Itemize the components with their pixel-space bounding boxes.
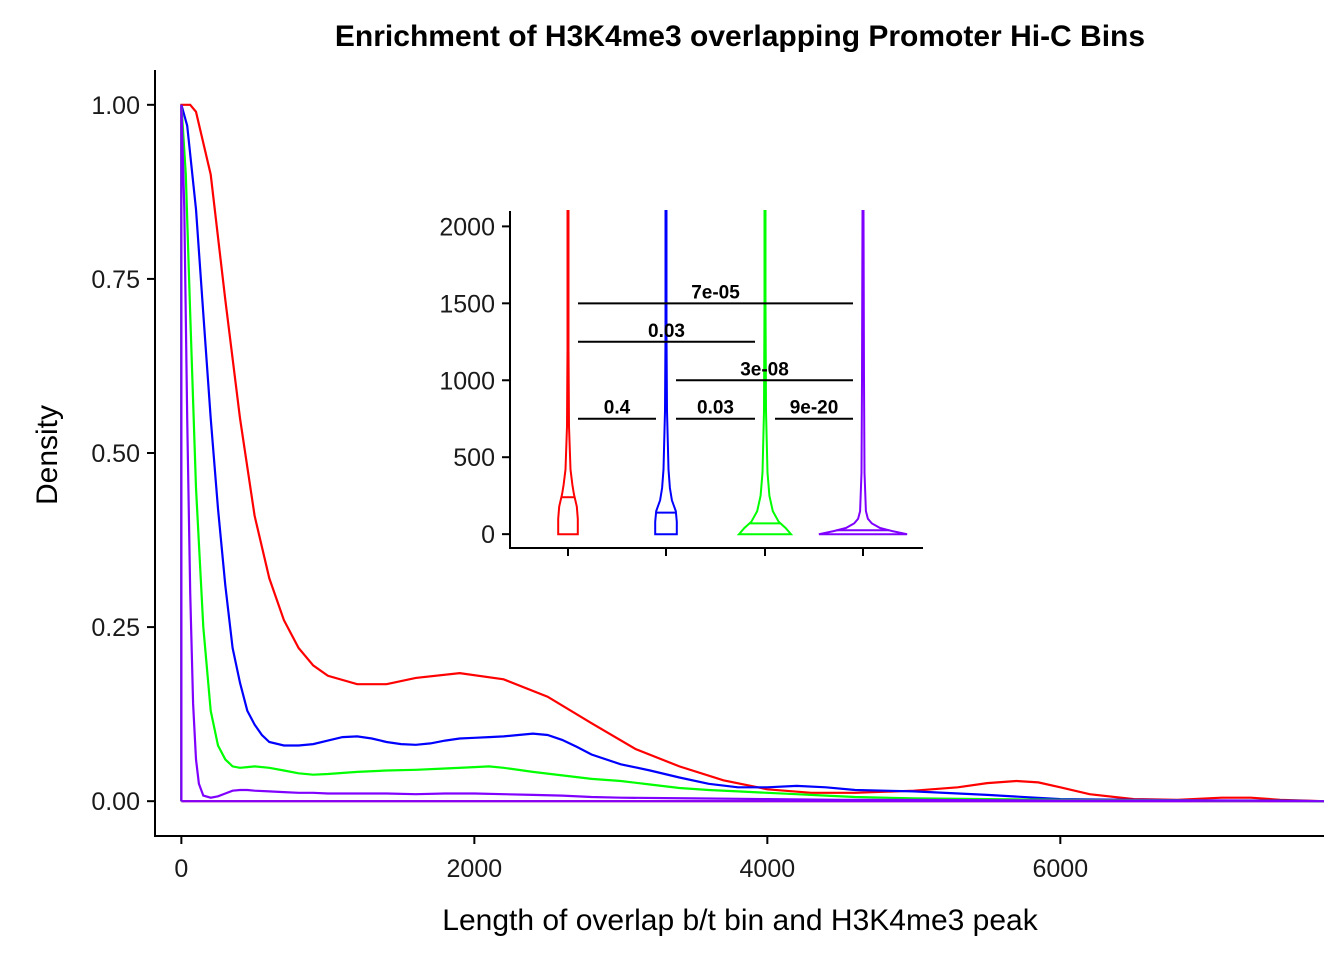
- y-axis-ticks: 0.00 0.25 0.50 0.75 1.00: [91, 92, 155, 816]
- y-tick-label: 0.50: [91, 440, 140, 468]
- inset-y-tick-label: 0: [481, 521, 495, 549]
- violin-4: [818, 210, 908, 536]
- y-tick-label: 0.75: [91, 266, 140, 294]
- inset-y-axis-ticks: 0 500 1000 1500 2000: [439, 213, 510, 549]
- p-value-label: 0.03: [697, 398, 734, 419]
- p-value-label: 0.03: [648, 321, 685, 342]
- p-value-label: 7e-05: [691, 282, 740, 303]
- violin-1: [557, 210, 579, 536]
- x-axis-title: Length of overlap b/t bin and H3K4me3 pe…: [442, 904, 1038, 937]
- p-value-label: 3e-08: [740, 359, 789, 380]
- density-curve-1: [180, 103, 1325, 803]
- density-curve-3: [180, 104, 1325, 803]
- density-curve-2: [180, 104, 1325, 803]
- violins: [557, 210, 908, 536]
- inset-y-tick-label: 2000: [439, 213, 495, 241]
- chart-title: Enrichment of H3K4me3 overlapping Promot…: [335, 20, 1145, 53]
- inset-x-axis-ticks: [567, 548, 864, 556]
- inset-y-tick-label: 1500: [439, 290, 495, 318]
- inset-y-tick-label: 1000: [439, 367, 495, 395]
- x-axis-ticks: 0 2000 4000 6000: [174, 836, 1088, 883]
- main-plot: 0.00 0.25 0.50 0.75 1.00 0 2000 4000 6000 Lengt…: [31, 70, 1325, 937]
- y-tick-label: 0.25: [91, 614, 140, 642]
- violin-2: [654, 210, 678, 536]
- p-value-label: 9e-20: [790, 398, 839, 419]
- y-tick-label: 0.00: [91, 788, 140, 816]
- density-curve-4: [180, 104, 1325, 803]
- y-tick-label: 1.00: [91, 92, 140, 120]
- x-tick-label: 0: [174, 855, 188, 883]
- violin-3: [736, 210, 794, 536]
- density-curves: [180, 103, 1325, 803]
- x-tick-label: 6000: [1033, 855, 1089, 883]
- x-tick-label: 2000: [447, 855, 503, 883]
- inset-y-tick-label: 500: [453, 444, 495, 472]
- p-value-label: 0.4: [604, 398, 631, 419]
- x-tick-label: 4000: [740, 855, 796, 883]
- y-axis-title: Density: [31, 405, 64, 505]
